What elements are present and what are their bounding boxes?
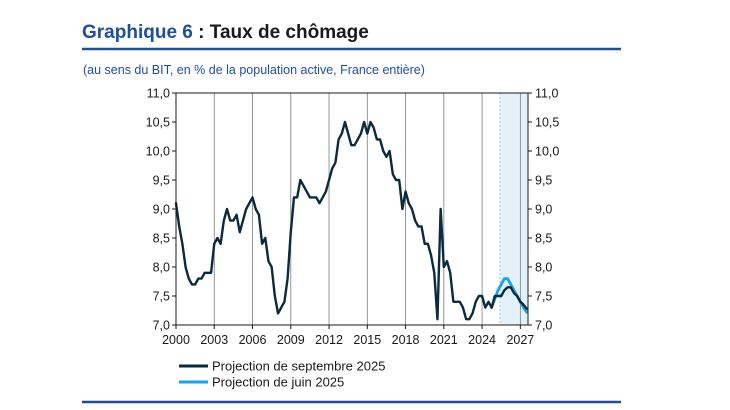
y-tick-label-left: 9,0 <box>153 203 170 217</box>
series-line-main <box>174 120 528 321</box>
plot-frame <box>175 92 529 326</box>
x-tick-label-2027: 2027 <box>506 333 534 347</box>
y-tick-label-right: 8,0 <box>535 261 552 275</box>
y-tick-label-left: 9,5 <box>153 174 170 188</box>
axis-layer: 7,0 7,0 7,5 7,5 8,0 8,0 8,5 8,5 9,0 9,0 9,5 9,5 10,0… <box>146 87 560 348</box>
y-tick-label-right: 7,0 <box>535 319 552 333</box>
chart-title-text: : Taux de chômage <box>193 22 369 43</box>
legend-label-june: Projection de juin 2025 <box>212 375 344 390</box>
chart-subtitle: (au sens du BIT, en % de la population a… <box>83 63 425 77</box>
y-tick-label-right: 9,5 <box>535 174 552 188</box>
y-tick-label-left: 7,0 <box>153 319 170 333</box>
x-tick-label-2003: 2003 <box>200 333 228 347</box>
projection-shade <box>499 93 528 325</box>
grid-layer <box>213 93 521 325</box>
x-tick-label-2006: 2006 <box>239 333 267 347</box>
x-tick-label-2021: 2021 <box>430 333 458 347</box>
legend: Projection de septembre 2025 Projection … <box>179 359 385 390</box>
y-tick-label-left: 10,0 <box>146 145 170 159</box>
y-tick-label-right: 9,0 <box>535 203 552 217</box>
y-tick-label-left: 7,5 <box>153 290 170 304</box>
y-tick-label-right: 7,5 <box>535 290 552 304</box>
y-tick-label-left: 8,5 <box>153 232 170 246</box>
y-tick-label-left: 8,0 <box>153 261 170 275</box>
x-tick-label-2012: 2012 <box>315 333 343 347</box>
y-tick-label-right: 10,5 <box>535 116 559 130</box>
x-tick-label-2000: 2000 <box>162 333 190 347</box>
y-tick-label-right: 11,0 <box>535 87 558 101</box>
y-tick-label-right: 8,5 <box>535 232 552 246</box>
series-layer <box>174 120 529 321</box>
y-tick-label-right: 10,0 <box>535 145 559 159</box>
x-tick-label-2018: 2018 <box>392 333 420 347</box>
legend-label-september: Projection de septembre 2025 <box>212 359 385 374</box>
chart-title-number: Graphique 6 <box>82 22 193 43</box>
y-tick-label-left: 10,5 <box>146 116 170 130</box>
x-tick-label-2024: 2024 <box>468 333 496 347</box>
x-tick-label-2015: 2015 <box>353 333 381 347</box>
x-tick-label-2009: 2009 <box>277 333 305 347</box>
y-tick-label-left: 11,0 <box>147 87 170 101</box>
chart-title: Graphique 6 : Taux de chômage <box>82 22 369 43</box>
